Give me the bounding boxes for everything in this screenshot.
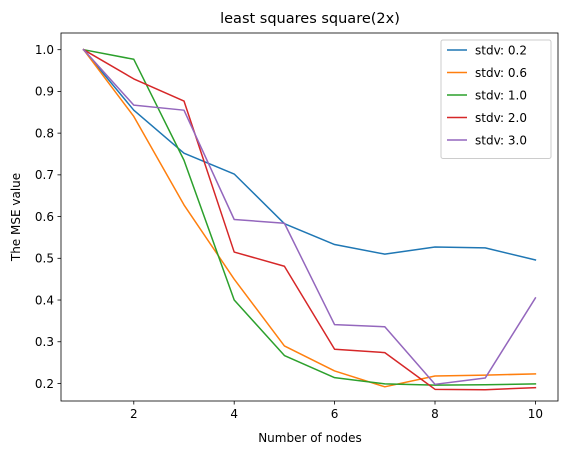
series-line-3 [82,48,537,391]
x-tick-label-2: 6 [331,407,339,421]
plot-frame [60,32,559,402]
legend: stdv: 0.2 stdv: 0.6 stdv: 1.0 stdv: 2.0 stdv… [440,39,552,159]
y-tick-label-2: 0.4 [35,293,54,307]
y-axis-label: The MSE value [9,173,23,262]
y-axis: 0.2 0.3 0.4 0.5 0.6 0.7 0.8 0.9 1.0 [35,43,61,391]
x-tick-label-4: 10 [528,407,543,421]
series-line-0 [82,48,537,261]
legend-label-0: stdv: 0.2 [475,43,527,57]
y-tick-label-4: 0.6 [35,210,54,224]
plot-area [60,32,559,402]
x-axis: 2 4 6 8 10 [130,401,543,421]
legend-label-3: stdv: 2.0 [475,111,527,125]
x-tick-label-0: 2 [130,407,138,421]
y-tick-label-3: 0.5 [35,252,54,266]
y-tick-label-7: 0.9 [35,85,54,99]
series-line-1 [82,48,537,388]
series-line-4 [82,48,537,386]
legend-label-2: stdv: 1.0 [475,88,527,102]
y-tick-label-6: 0.8 [35,126,54,140]
y-tick-label-8: 1.0 [35,43,54,57]
legend-label-1: stdv: 0.6 [475,66,527,80]
x-tick-label-3: 8 [431,407,439,421]
legend-box [440,39,552,159]
x-axis-label: Number of nodes [258,431,362,445]
x-tick-label-1: 4 [230,407,238,421]
series-line-2 [82,48,537,386]
chart-title: least squares square(2x) [220,11,400,27]
legend-label-4: stdv: 3.0 [475,133,527,147]
y-tick-label-0: 0.2 [35,377,54,391]
y-tick-label-5: 0.7 [35,168,54,182]
y-tick-label-1: 0.3 [35,335,54,349]
